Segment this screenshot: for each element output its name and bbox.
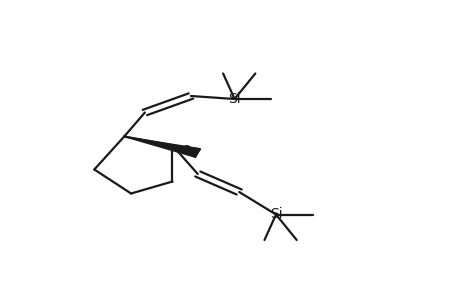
Polygon shape bbox=[172, 146, 200, 157]
Polygon shape bbox=[124, 136, 200, 157]
Text: O: O bbox=[181, 144, 191, 157]
Text: Si: Si bbox=[228, 92, 241, 106]
Text: Si: Si bbox=[269, 208, 282, 221]
